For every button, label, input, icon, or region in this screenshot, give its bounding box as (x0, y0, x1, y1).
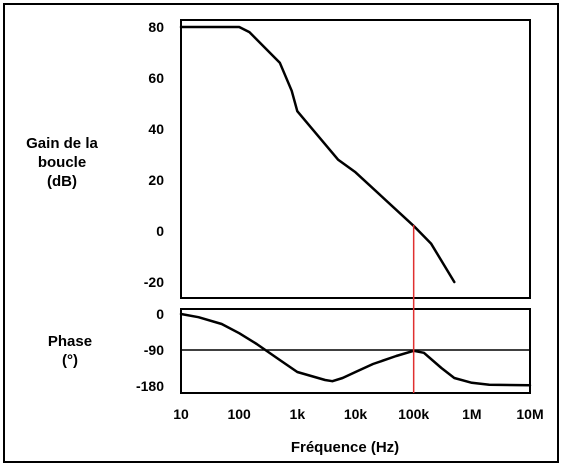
gain-axis-label: Gain de la boucle (dB) (14, 134, 110, 191)
gain-tick-label-80: 80 (148, 19, 164, 35)
gain-tick-label-20: 20 (148, 172, 164, 188)
gain-tick-label-minus-20: -20 (144, 274, 164, 290)
x-tick-label-100: 100 (227, 406, 251, 422)
figure-frame (3, 3, 559, 463)
gain-axis-label-line-3: (dB) (47, 173, 77, 190)
x-tick-label-10M: 10M (516, 406, 543, 422)
phase-axis-label: Phase (°) (30, 332, 110, 370)
phase-plot-area (180, 308, 531, 394)
x-tick-label-1k: 1k (290, 406, 306, 422)
gain-tick-label-0: 0 (156, 223, 164, 239)
phase-axis-label-line-1: Phase (47, 333, 93, 350)
x-tick-label-10k: 10k (344, 406, 368, 422)
phase-curve (179, 312, 532, 387)
phase-tick-label-0: 0 (156, 306, 164, 322)
x-tick-label-100k: 100k (398, 406, 429, 422)
gain-axis-label-line-2: boucle (37, 154, 87, 171)
gain-tick-label-60: 60 (148, 70, 164, 86)
phase-tick-label-minus-90: -90 (144, 342, 164, 358)
gain-tick-label-40: 40 (148, 121, 164, 137)
phase-tick-label-minus-180: -180 (136, 378, 164, 394)
x-tick-label-10: 10 (173, 406, 189, 422)
x-axis-label: Fréquence (Hz) (290, 439, 400, 456)
gain-axis-label-line-1: Gain de la (26, 135, 98, 152)
gain-plot-area (180, 19, 531, 299)
phase-axis-label-line-2: (°) (62, 352, 78, 369)
x-tick-label-1M: 1M (462, 406, 481, 422)
